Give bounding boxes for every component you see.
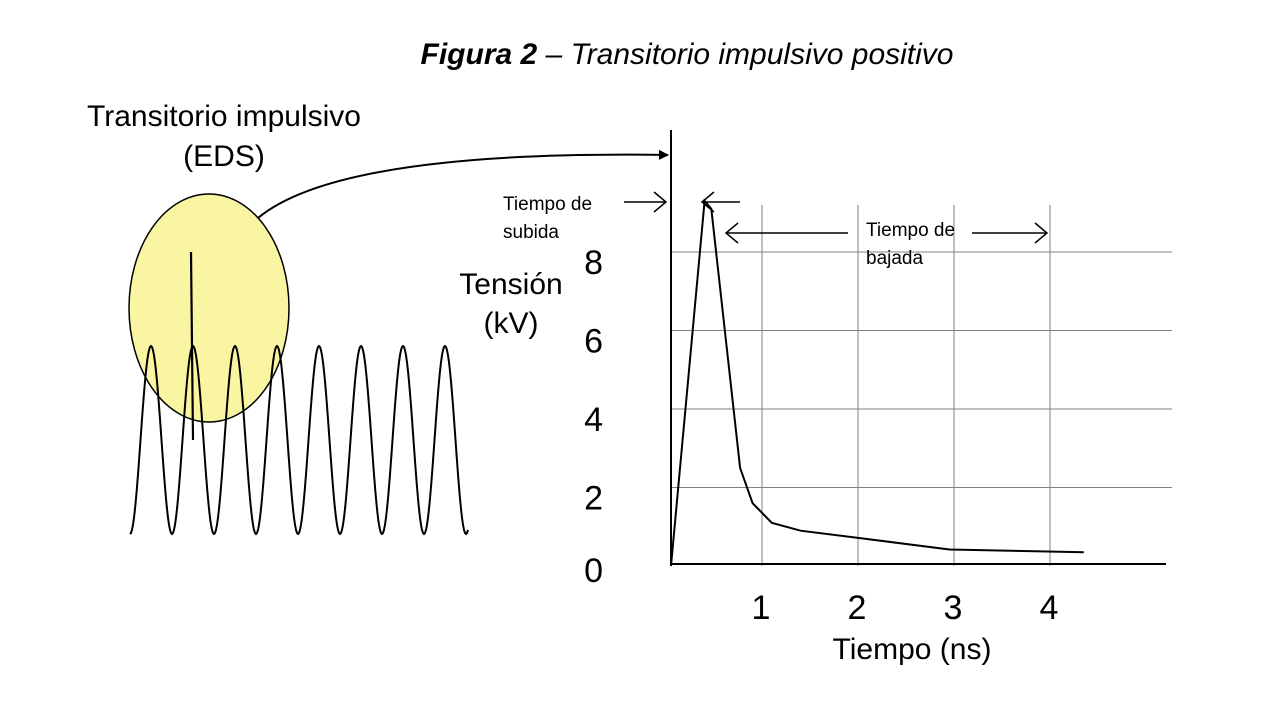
highlight-ellipse — [128, 193, 290, 423]
x-tick-label: 2 — [848, 589, 867, 627]
figure-title-bold: Figura 2 — [421, 38, 538, 71]
fall-time-label-line1: Tiempo de — [866, 220, 955, 241]
sine-wave — [129, 344, 469, 536]
rise-arrow-left-head — [653, 191, 668, 213]
chart: 0 2 4 6 8 1 2 3 4 Tensión (kV) Tiempo (ns) — [459, 130, 1172, 666]
grid-lines — [671, 205, 1172, 566]
rise-time-label-line1: Tiempo de — [503, 194, 592, 215]
series-line — [670, 198, 1084, 567]
y-tick-label: 8 — [584, 244, 603, 282]
y-tick-label: 0 — [584, 552, 603, 590]
figure-title-rest: – Transitorio impulsivo positivo — [537, 38, 953, 71]
rise-time-annotation: Tiempo de subida — [503, 191, 740, 243]
fall-time-label-line2: bajada — [866, 248, 923, 269]
x-axis-label: Tiempo (ns) — [833, 633, 992, 666]
y-tick-label: 6 — [584, 323, 603, 361]
fall-time-annotation: Tiempo de bajada — [724, 220, 1049, 269]
transient-label-line1: Transitorio impulsivo — [87, 100, 361, 133]
transient-spike — [189, 251, 195, 441]
x-tick-label: 4 — [1040, 589, 1059, 627]
x-tick-label: 3 — [944, 589, 963, 627]
x-tick-label: 1 — [752, 589, 771, 627]
fall-arrow-right-head — [1034, 222, 1049, 244]
y-tick-label: 4 — [584, 401, 603, 439]
y-axis-label-line2: (kV) — [484, 307, 539, 340]
y-tick-label: 2 — [584, 480, 603, 518]
tick-labels: 0 2 4 6 8 1 2 3 4 — [584, 244, 1058, 627]
connector-arrow — [257, 149, 669, 219]
y-axis-label-line1: Tensión — [459, 268, 562, 301]
fall-arrow-left-head — [724, 222, 739, 244]
rise-arrow-right-head — [700, 191, 715, 213]
rise-time-label-line2: subida — [503, 222, 559, 243]
figure-title: Figura 2 – Transitorio impulsivo positiv… — [421, 38, 954, 71]
transient-label-line2: (EDS) — [183, 140, 265, 173]
